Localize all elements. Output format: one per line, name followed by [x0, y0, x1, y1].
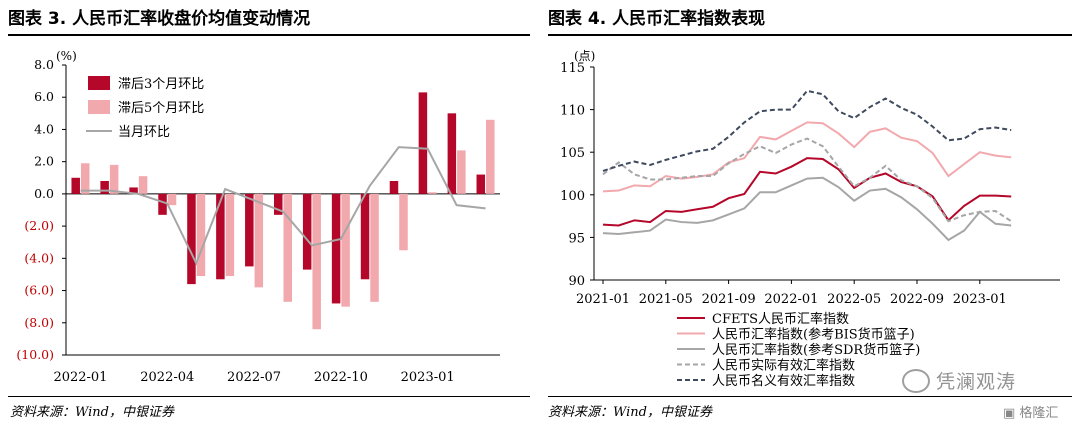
- series-line-2: [602, 176, 1012, 242]
- bar-lag3: [187, 193, 196, 285]
- bar-lag5: [138, 176, 148, 194]
- bar-lag5: [486, 119, 495, 194]
- bar-lag5: [341, 193, 350, 307]
- bar-lag3: [158, 193, 167, 215]
- bar-lag5: [225, 193, 235, 277]
- left-y-tick-label: 0.0: [34, 186, 54, 201]
- bar-lag5: [109, 164, 119, 194]
- right-x-tick-label: 2022-09: [890, 292, 944, 307]
- left-unit-label: (%): [56, 49, 77, 63]
- legend-label-0: CFETS人民币汇率指数: [712, 311, 849, 327]
- bar-lag3: [100, 181, 109, 194]
- right-x-tick-label: 2021-05: [639, 292, 693, 307]
- bar-lag5: [312, 193, 321, 330]
- legend-label-0: 滞后3个月环比: [118, 77, 204, 92]
- legend-swatch-1: [88, 100, 110, 114]
- bar-lag3: [274, 193, 283, 215]
- left-y-tick-label: (2.0): [24, 218, 54, 233]
- legend-label-1: 人民币汇率指数(参考BIS货币篮子): [712, 327, 915, 343]
- left-x-tick-label: 2022-04: [140, 370, 194, 385]
- bar-lag5: [399, 193, 408, 251]
- wechat-icon: [902, 368, 930, 393]
- bar-lag3: [245, 193, 254, 267]
- right-chart: (点)115 110 105 100 95 90 2021-01 2021-05 2021-09…: [560, 49, 1060, 389]
- bar-lag3: [216, 193, 225, 280]
- right-y-tick-label: 105: [560, 146, 585, 161]
- bar-lag5: [196, 193, 206, 277]
- left-y-tick-label: 2.0: [34, 154, 54, 169]
- right-x-tick-label: 2021-01: [576, 292, 630, 307]
- left-chart: (%)8.0 6.0 4.0 2.0 0.0 (2.0) (4.0) (6.0) (8.0) (1…: [16, 49, 500, 385]
- left-chart-title: 图表 3. 人民币汇率收盘价均值变动情况: [8, 9, 311, 29]
- bar-lag3: [302, 193, 312, 270]
- legend-label-2: 人民币汇率指数(参考SDR货币篮子): [712, 342, 920, 358]
- bar-lag5: [167, 193, 177, 206]
- left-y-tick-label: 4.0: [34, 121, 54, 136]
- bar-lag5: [254, 193, 264, 288]
- left-x-tick-label: 2023-01: [401, 370, 455, 385]
- left-x-tick-label: 2022-07: [227, 370, 281, 385]
- right-chart-title: 图表 4. 人民币汇率指数表现: [548, 9, 766, 29]
- left-y-tick-label: 6.0: [34, 89, 54, 104]
- legend-swatch-0: [88, 76, 110, 90]
- right-source-note: 资料来源：Wind，中银证券: [548, 405, 712, 420]
- left-y-tick-label: 8.0: [34, 57, 54, 72]
- bar-lag5: [428, 192, 437, 194]
- bar-lag3: [71, 177, 80, 194]
- watermark-text: 凭澜观涛: [936, 371, 1017, 393]
- bar-lag5: [457, 150, 466, 194]
- legend-label-2: 当月环比: [118, 125, 170, 140]
- right-y-tick-label: 100: [560, 189, 585, 204]
- bar-lag3: [331, 193, 341, 304]
- left-source-rule: [8, 396, 530, 397]
- legend-label-4: 人民币名义有效汇率指数: [712, 373, 855, 389]
- series-line-1: [602, 121, 1012, 193]
- legend-label-3: 人民币实际有效汇率指数: [712, 358, 855, 374]
- right-x-tick-label: 2023-01: [953, 292, 1007, 307]
- line-monthly: [80, 146, 486, 266]
- bar-lag5: [370, 193, 379, 302]
- bar-lag3: [360, 193, 370, 280]
- right-source-rule: [548, 396, 1072, 397]
- left-x-tick-label: 2022-10: [314, 370, 368, 385]
- legend-label-1: 滞后5个月环比: [118, 101, 204, 116]
- right-title-rule: [548, 34, 1072, 36]
- right-x-tick-label: 2022-01: [764, 292, 818, 307]
- corner-logo-text: 格隆汇: [1019, 406, 1059, 421]
- left-y-tick-label: (8.0): [24, 315, 54, 330]
- series-line-0: [602, 157, 1012, 227]
- left-y-tick-label: (4.0): [24, 250, 54, 265]
- left-x-tick-label: 2022-01: [53, 370, 107, 385]
- right-y-tick-label: 110: [560, 104, 585, 119]
- right-unit-label: (点): [574, 49, 595, 63]
- bar-lag3: [389, 181, 399, 194]
- series-line-3: [602, 137, 1012, 223]
- right-y-tick-label: 90: [568, 274, 585, 289]
- bar-lag3: [447, 113, 457, 194]
- bar-lag5: [80, 163, 90, 194]
- right-x-tick-label: 2022-05: [827, 292, 881, 307]
- left-source-note: 资料来源：Wind，中银证券: [10, 405, 174, 420]
- left-title-rule: [8, 34, 530, 36]
- bar-lag3: [418, 92, 428, 194]
- bar-lag5: [283, 193, 292, 302]
- series-line-4: [602, 89, 1012, 172]
- gelonghui-logo-icon: ▣ 格隆汇: [1003, 406, 1059, 421]
- right-x-tick-label: 2021-09: [702, 292, 756, 307]
- bar-lag3: [129, 187, 138, 194]
- right-y-tick-label: 95: [568, 231, 585, 246]
- left-y-tick-label: (6.0): [24, 283, 54, 298]
- bar-lag3: [476, 174, 486, 194]
- left-y-tick-label: (10.0): [16, 347, 54, 362]
- right-y-tick-label: 115: [560, 61, 585, 76]
- watermark: 凭澜观涛: [902, 367, 1070, 393]
